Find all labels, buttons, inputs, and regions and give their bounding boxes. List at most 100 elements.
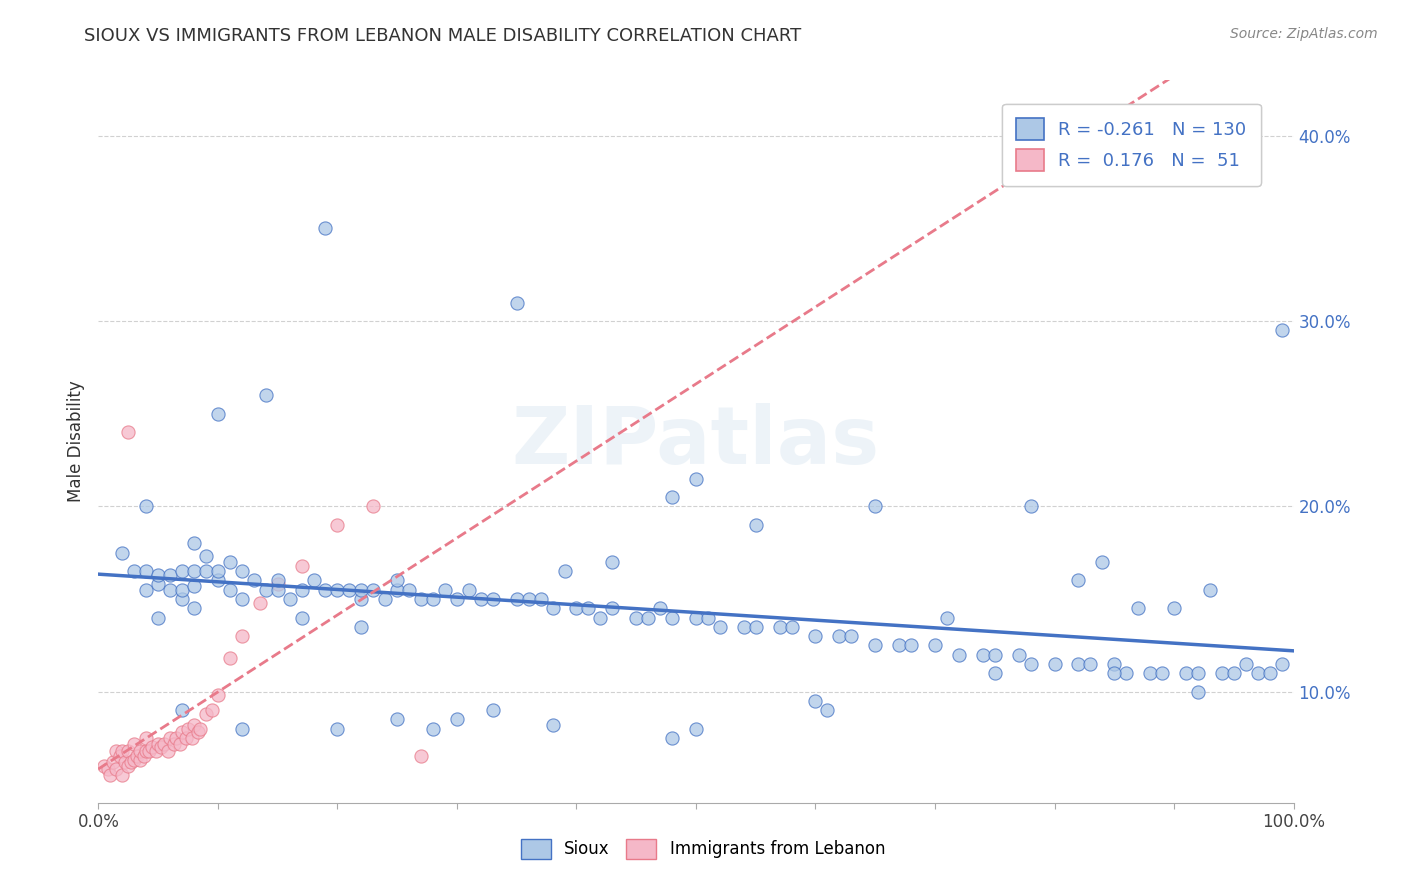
Point [97, 763, 120, 777]
Point [124, 564, 146, 578]
Point [326, 582, 349, 597]
Point [1187, 666, 1209, 681]
Point [350, 620, 373, 634]
Point [1104, 666, 1126, 681]
Point [153, 737, 176, 751]
Point [1067, 574, 1090, 588]
Point [530, 592, 553, 607]
Point [709, 620, 731, 634]
Point [458, 582, 481, 597]
Point [422, 722, 444, 736]
Point [865, 638, 887, 652]
Point [1234, 657, 1257, 671]
Point [267, 577, 290, 591]
Point [481, 703, 505, 717]
Point [219, 555, 242, 569]
Point [1104, 657, 1126, 671]
Point [841, 629, 863, 643]
Point [188, 722, 211, 736]
Point [398, 582, 420, 597]
Point [183, 564, 205, 578]
Point [506, 592, 529, 607]
Point [111, 546, 134, 560]
Point [626, 610, 648, 624]
Point [207, 689, 229, 703]
Point [1067, 657, 1090, 671]
Point [517, 592, 540, 607]
Point [1115, 666, 1137, 681]
Point [231, 629, 253, 643]
Point [984, 648, 1007, 662]
Point [326, 517, 349, 532]
Point [363, 582, 385, 597]
Point [1091, 555, 1114, 569]
Point [207, 564, 229, 578]
Text: Source: ZipAtlas.com: Source: ZipAtlas.com [1230, 27, 1378, 41]
Point [125, 749, 148, 764]
Point [350, 592, 373, 607]
Point [172, 703, 194, 717]
Point [685, 610, 707, 624]
Point [589, 610, 612, 624]
Point [326, 722, 349, 736]
Point [159, 731, 181, 745]
Point [177, 722, 200, 736]
Point [541, 601, 564, 615]
Point [183, 601, 205, 615]
Point [98, 768, 122, 782]
Point [363, 500, 385, 514]
Point [302, 574, 325, 588]
Point [661, 610, 683, 624]
Point [249, 596, 271, 610]
Point [565, 601, 588, 615]
Point [117, 744, 139, 758]
Point [1080, 657, 1102, 671]
Point [117, 758, 139, 772]
Point [231, 564, 253, 578]
Point [637, 610, 659, 624]
Point [105, 763, 128, 777]
Point [661, 490, 683, 504]
Point [291, 558, 314, 573]
Point [148, 577, 170, 591]
Point [135, 731, 157, 745]
Point [135, 500, 157, 514]
Point [446, 713, 468, 727]
Point [768, 620, 790, 634]
Point [506, 295, 529, 310]
Point [111, 744, 134, 758]
Point [578, 601, 600, 615]
Point [135, 744, 157, 758]
Point [120, 755, 142, 769]
Point [385, 582, 409, 597]
Point [481, 592, 505, 607]
Point [936, 610, 959, 624]
Point [385, 574, 409, 588]
Point [183, 718, 205, 732]
Point [661, 731, 683, 745]
Point [554, 564, 576, 578]
Point [350, 582, 373, 597]
Legend: Sioux, Immigrants from Lebanon: Sioux, Immigrants from Lebanon [515, 832, 891, 866]
Point [1199, 582, 1222, 597]
Point [1271, 323, 1294, 337]
Point [434, 582, 457, 597]
Legend: R = -0.261   N = 130, R =  0.176   N =  51: R = -0.261 N = 130, R = 0.176 N = 51 [1002, 103, 1261, 186]
Point [1019, 657, 1042, 671]
Point [1258, 666, 1281, 681]
Point [924, 638, 946, 652]
Point [446, 592, 468, 607]
Point [1271, 657, 1294, 671]
Point [1163, 601, 1185, 615]
Point [745, 620, 768, 634]
Point [1128, 601, 1150, 615]
Point [159, 568, 181, 582]
Point [804, 629, 827, 643]
Point [219, 651, 242, 665]
Point [745, 517, 768, 532]
Point [172, 725, 194, 739]
Point [124, 737, 146, 751]
Point [117, 425, 139, 440]
Point [114, 755, 136, 769]
Text: SIOUX VS IMMIGRANTS FROM LEBANON MALE DISABILITY CORRELATION CHART: SIOUX VS IMMIGRANTS FROM LEBANON MALE DI… [84, 27, 801, 45]
